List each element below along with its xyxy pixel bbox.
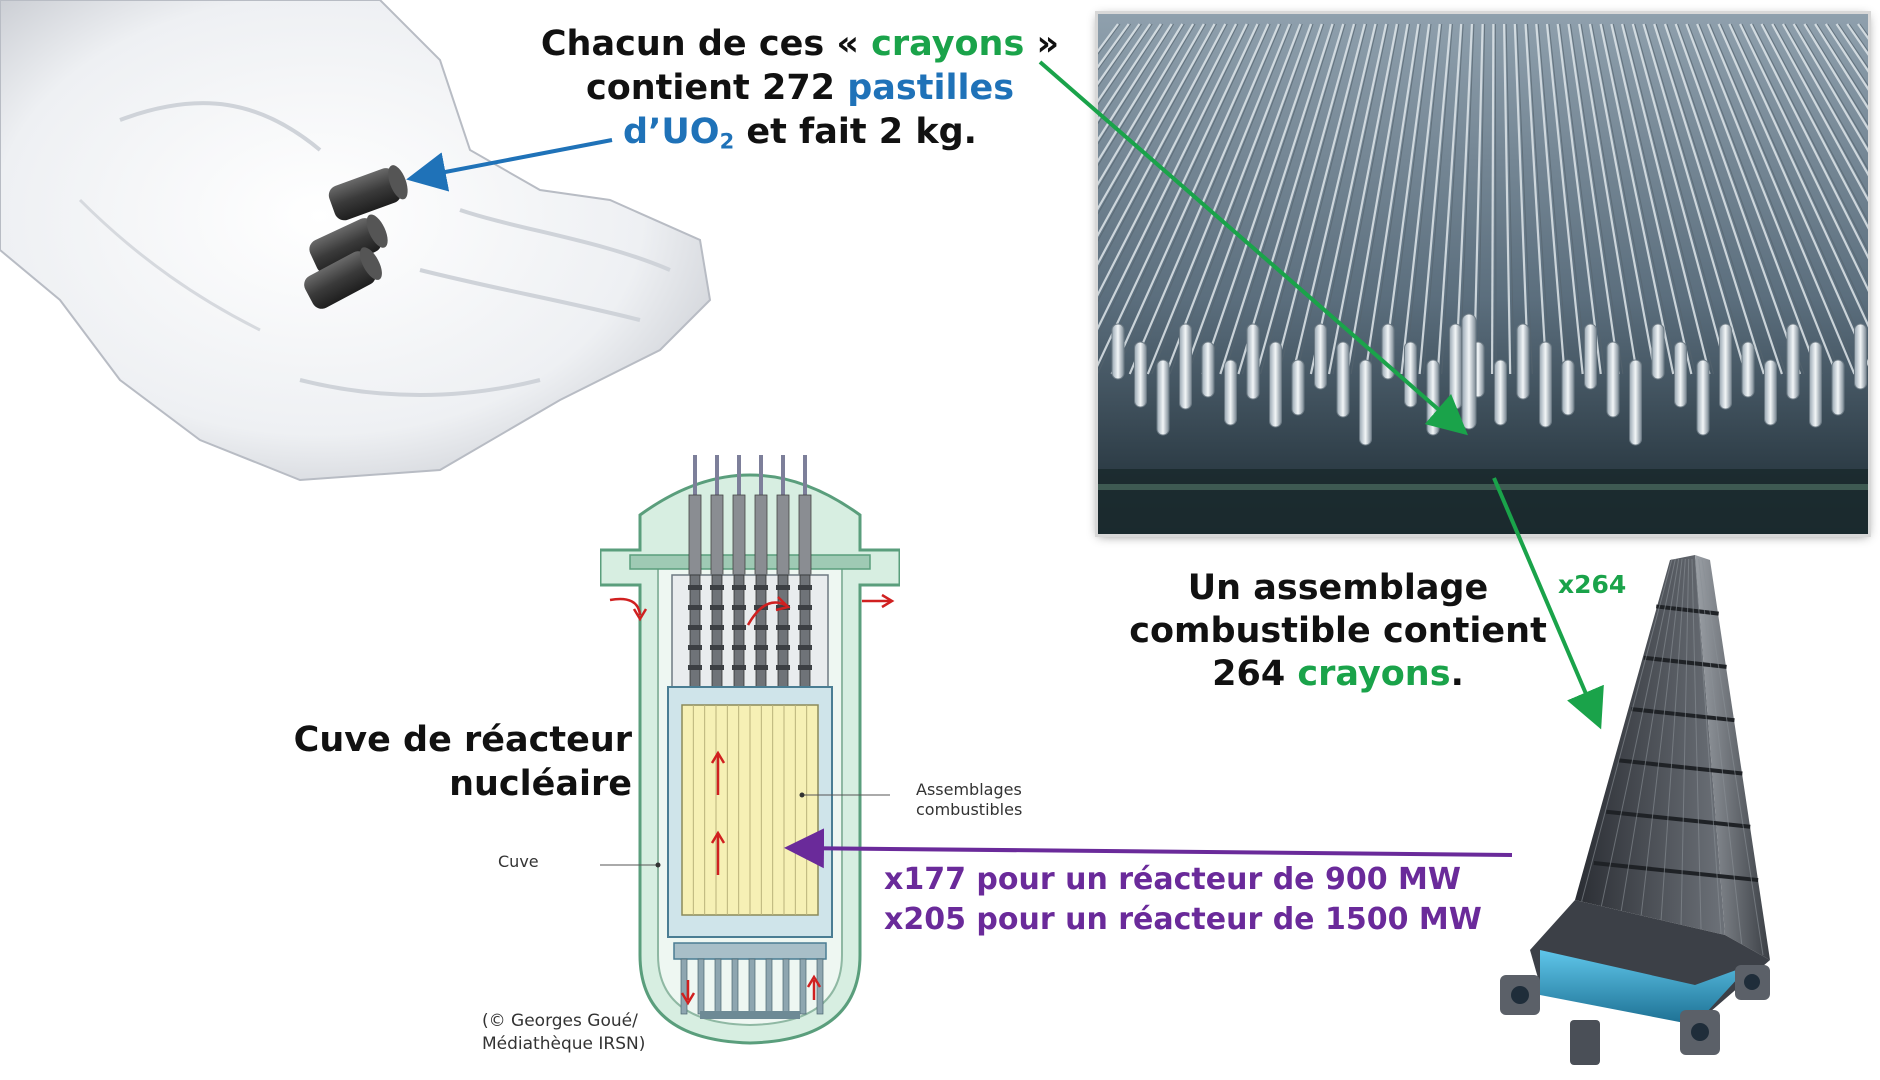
multiplier-label: x264	[1558, 570, 1627, 599]
core-assemblies	[692, 705, 808, 915]
assembly-feet	[1500, 965, 1770, 1065]
caption-vessel: Cuve de réacteur nucléaire	[293, 720, 632, 804]
fuel-rods-photo	[1098, 14, 1868, 534]
caption-assembly: Un assemblage combustible contient 264 c…	[1129, 568, 1547, 694]
flow-arrows	[609, 593, 895, 1006]
arrow-to-core	[784, 828, 1513, 869]
fuel-rod-lines	[1098, 23, 1868, 375]
uo2-pellets	[304, 165, 408, 309]
fuel-rod-tips	[1111, 313, 1867, 446]
fuel-assembly-image	[1500, 555, 1770, 1065]
arrow-to-assembly	[1492, 477, 1604, 730]
arrow-to-pellets	[406, 138, 613, 192]
reactor-vessel-diagram	[600, 455, 900, 1045]
arrow-to-rod	[1038, 60, 1469, 436]
guide-tubes	[688, 574, 812, 688]
image-credit: (© Georges Goué/ Médiathèque IRSN)	[482, 1011, 646, 1054]
caption-pellets: Chacun de ces « crayons » contient 272 p…	[540, 24, 1060, 154]
label-fuel-assemblies: Assemblages combustibles	[916, 780, 1023, 819]
glove-with-pellets-image	[0, 0, 712, 482]
caption-reactor-counts: x177 pour un réacteur de 900 MW x205 pou…	[884, 862, 1482, 937]
label-vessel: Cuve	[498, 852, 539, 871]
control-rod-drives	[688, 455, 812, 576]
